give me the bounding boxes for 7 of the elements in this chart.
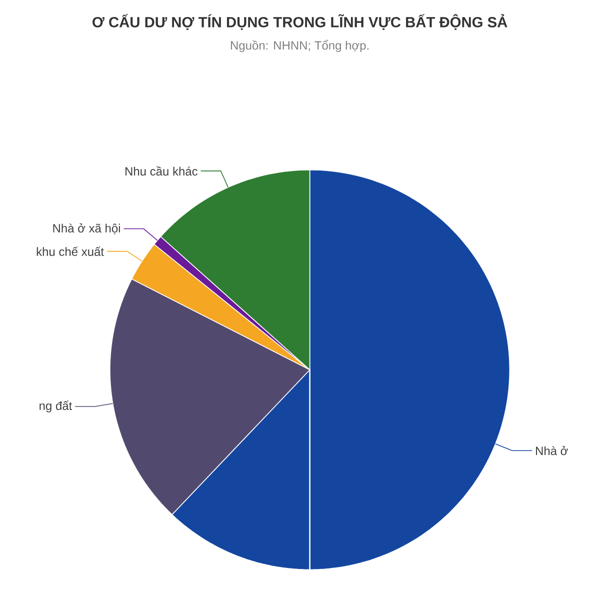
chart-title: Ơ CẤU DƯ NỢ TÍN DỤNG TRONG LĨNH VỰC BẤT ĐỘNG SẢ [92,14,508,30]
slice-label: Nhu cầu khác [126,166,198,176]
slice-label: Nhà ở xã hội [53,223,120,234]
slice-label: khu chế xuất [37,246,104,256]
slice-label: Nhà ở [536,446,568,456]
slice-label: ng đất [40,400,72,412]
chart-subtitle: Nguồn: NHNN; Tổng hợp. [231,40,369,52]
